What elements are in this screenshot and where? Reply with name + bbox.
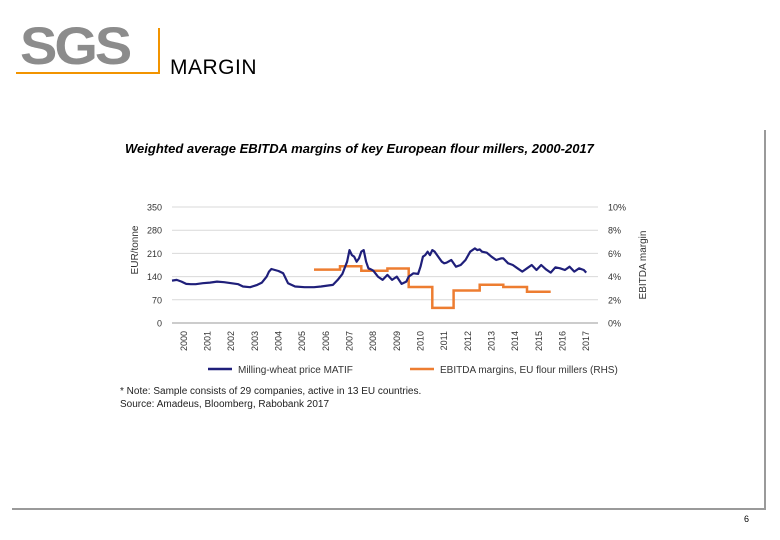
- slide-frame-right: [764, 130, 766, 510]
- y-axis-label: EUR/tonne: [130, 225, 141, 274]
- legend-label-ebitda: EBITDA margins, EU flour millers (RHS): [440, 365, 618, 376]
- x-tick-label: 2013: [487, 331, 497, 351]
- logo-accent-line-horizontal: [16, 72, 160, 74]
- x-tick-label: 2016: [558, 331, 568, 351]
- section-title: MARGIN: [170, 56, 257, 79]
- series-wheat-price-line: [171, 247, 588, 289]
- y-axis-ticks: 0 70 140 210 280 350: [147, 203, 162, 329]
- x-tick-label: 2017: [581, 331, 591, 351]
- chart-legend: Milling-wheat price MATIF EBITDA margins…: [208, 365, 618, 376]
- logo-accent-line-vertical: [158, 28, 160, 74]
- y-tick-label: 140: [147, 272, 162, 282]
- y-tick-label: 0: [157, 319, 162, 329]
- y-tick-label: 350: [147, 203, 162, 213]
- y2-tick-label: 0%: [608, 319, 621, 329]
- chart-gridlines: [172, 206, 598, 324]
- y2-tick-label: 10%: [608, 203, 626, 213]
- page-number: 6: [744, 514, 750, 524]
- x-tick-label: 2002: [226, 331, 236, 351]
- y-tick-label: 280: [147, 226, 162, 236]
- chart-title: Weighted average EBITDA margins of key E…: [125, 141, 594, 156]
- x-tick-label: 2007: [345, 331, 355, 351]
- x-tick-label: 2010: [416, 331, 426, 351]
- x-tick-label: 2000: [179, 331, 189, 351]
- x-tick-label: 2005: [297, 331, 307, 351]
- x-tick-label: 2015: [534, 331, 544, 351]
- x-axis-ticks: 2000 2001 2002 2003 2004 2005 2006 2007 2008 2009…: [179, 331, 591, 351]
- series-ebitda-margin-line: [314, 264, 551, 310]
- y-tick-label: 70: [152, 295, 162, 305]
- x-tick-label: 2008: [368, 331, 378, 351]
- y2-axis-ticks: 0% 2% 4% 6% 8% 10%: [608, 203, 626, 329]
- slide-frame-bottom: [12, 508, 766, 510]
- x-tick-label: 2004: [274, 331, 284, 351]
- chart-note: * Note: Sample consists of 29 companies,…: [120, 386, 422, 397]
- y2-tick-label: 2%: [608, 295, 621, 305]
- x-tick-label: 2011: [439, 331, 449, 350]
- y2-tick-label: 6%: [608, 249, 621, 259]
- x-tick-label: 2012: [463, 331, 473, 351]
- y2-tick-label: 8%: [608, 226, 621, 236]
- x-tick-label: 2001: [203, 331, 213, 351]
- y2-tick-label: 4%: [608, 272, 621, 282]
- x-tick-label: 2014: [510, 331, 520, 351]
- chart-source: Source: Amadeus, Bloomberg, Rabobank 201…: [120, 399, 330, 410]
- x-tick-label: 2009: [392, 331, 402, 351]
- y-tick-label: 210: [147, 249, 162, 259]
- sgs-logo-text: SGS: [20, 15, 132, 76]
- legend-label-wheat: Milling-wheat price MATIF: [238, 365, 353, 376]
- x-tick-label: 2006: [321, 331, 331, 351]
- y2-axis-label: EBITDA margin: [638, 231, 649, 300]
- x-tick-label: 2003: [250, 331, 260, 351]
